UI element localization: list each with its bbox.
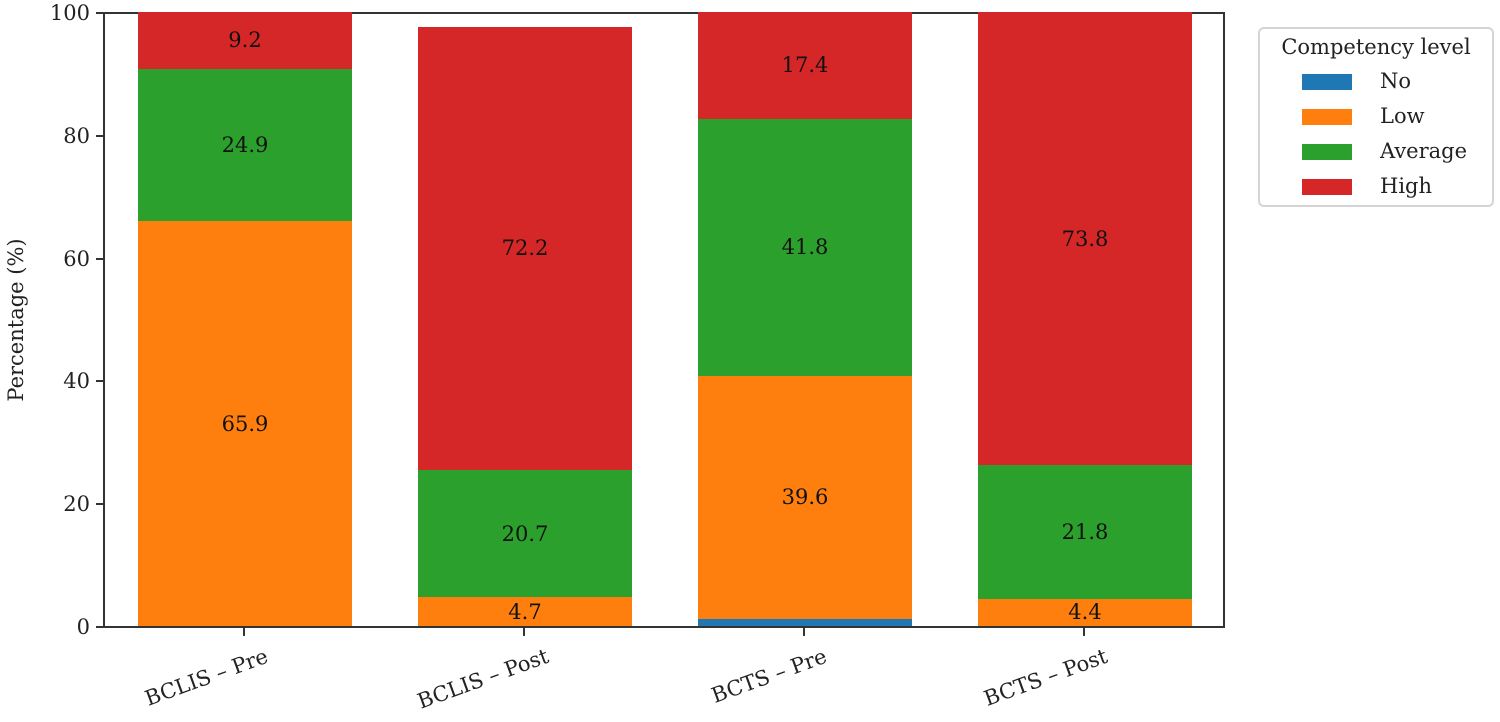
data-label: 4.4 bbox=[1068, 600, 1102, 625]
y-axis-label: Percentage (%) bbox=[4, 238, 28, 402]
data-label: 17.4 bbox=[781, 53, 829, 78]
bar-segment-average bbox=[698, 118, 912, 376]
y-tick bbox=[96, 626, 103, 628]
x-tick-label: BCTS – Post bbox=[981, 644, 1111, 711]
bar-bcts-pre: 39.6 41.8 17.4 bbox=[698, 12, 912, 626]
legend-label: Average bbox=[1380, 139, 1468, 163]
y-tick-label: 100 bbox=[49, 1, 90, 25]
legend-label: High bbox=[1380, 174, 1432, 198]
legend: Competency level No Low Average High bbox=[1258, 27, 1494, 207]
bar-segment-average bbox=[418, 470, 632, 598]
data-label: 9.2 bbox=[228, 28, 262, 53]
bar-segment-low bbox=[698, 375, 912, 619]
x-tick-label: BCLIS – Post bbox=[413, 644, 552, 714]
legend-swatch-high bbox=[1302, 179, 1352, 195]
bar-bclis-pre: 65.9 24.9 9.2 bbox=[138, 12, 352, 626]
legend-label: No bbox=[1380, 69, 1412, 93]
data-label: 20.7 bbox=[501, 521, 549, 546]
x-tick bbox=[803, 628, 805, 636]
bar-segment-average bbox=[978, 465, 1192, 599]
plot-area: 65.9 24.9 9.2 4.7 20.7 72.2 39.6 41.8 17.4 4.4 21.… bbox=[103, 12, 1225, 628]
x-tick bbox=[243, 628, 245, 636]
bar-segment-high bbox=[698, 12, 912, 119]
bar-segment-low bbox=[978, 598, 1192, 626]
bar-segment-low bbox=[138, 221, 352, 626]
bar-bcts-post: 4.4 21.8 73.8 bbox=[978, 12, 1192, 626]
data-label: 21.8 bbox=[1061, 520, 1109, 545]
data-label: 24.9 bbox=[221, 132, 269, 157]
data-label: 73.8 bbox=[1061, 226, 1109, 251]
bar-bclis-post: 4.7 20.7 72.2 bbox=[418, 12, 632, 626]
data-label: 41.8 bbox=[781, 235, 829, 260]
y-tick-label: 20 bbox=[63, 492, 90, 517]
y-tick bbox=[96, 257, 103, 260]
bar-segment-average bbox=[138, 68, 352, 222]
data-label: 72.2 bbox=[501, 236, 549, 261]
y-tick-label: 40 bbox=[63, 369, 90, 394]
bar-segment-low bbox=[418, 597, 632, 626]
x-tick-label: BCTS – Pre bbox=[708, 644, 831, 708]
bar-segment-no bbox=[698, 618, 912, 626]
bar-segment-high bbox=[138, 12, 352, 69]
bar-segment-high bbox=[978, 12, 1192, 466]
legend-swatch-low bbox=[1302, 109, 1352, 125]
y-tick bbox=[96, 12, 103, 14]
bar-segment-high bbox=[418, 26, 632, 471]
y-tick bbox=[96, 134, 103, 137]
x-tick-label: BCLIS – Pre bbox=[141, 644, 271, 711]
y-tick bbox=[96, 503, 103, 506]
y-tick bbox=[96, 380, 103, 383]
y-tick-label: 80 bbox=[63, 123, 90, 148]
y-tick-label: 0 bbox=[76, 615, 90, 639]
data-label: 4.7 bbox=[508, 599, 542, 624]
data-label: 65.9 bbox=[221, 411, 269, 436]
legend-swatch-no bbox=[1302, 74, 1352, 90]
y-tick-label: 60 bbox=[63, 246, 90, 271]
x-tick bbox=[523, 628, 525, 636]
legend-title: Competency level bbox=[1281, 35, 1471, 59]
legend-swatch-average bbox=[1302, 144, 1352, 160]
data-label: 39.6 bbox=[781, 485, 829, 510]
x-tick bbox=[1083, 628, 1085, 636]
legend-label: Low bbox=[1380, 104, 1425, 128]
